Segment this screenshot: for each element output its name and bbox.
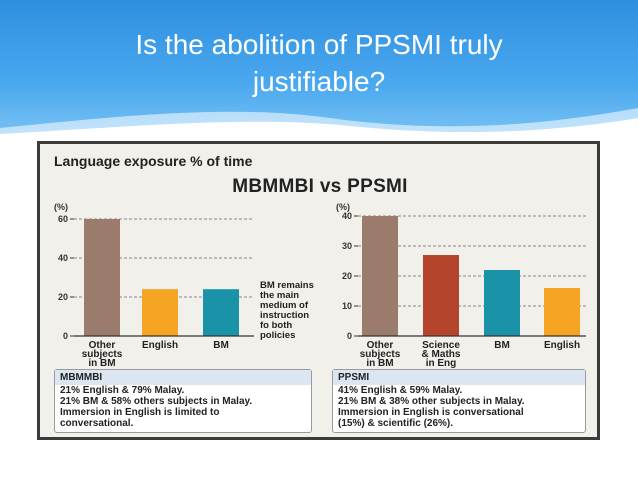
- mbmmbi-box-line: 21% BM & 58% others subjects in Malay.: [60, 396, 253, 407]
- ppsmi-summary-box: PPSMI 41% English & 59% Malay. 21% BM & …: [332, 369, 586, 433]
- y-tick-label: 40: [58, 253, 68, 263]
- bar: [544, 288, 580, 336]
- chart-figure: Language exposure % of time MBMMBI vs PP…: [37, 141, 600, 440]
- bar: [203, 289, 239, 336]
- bar: [142, 289, 178, 336]
- ppsmi-box-line: (15%) & scientific (26%).: [338, 418, 454, 429]
- category-label-line: English: [544, 340, 580, 351]
- ppsmi-box-title: PPSMI: [333, 370, 585, 385]
- category-label-line: Science: [422, 340, 460, 351]
- left-chart-note-line: medium of: [260, 300, 309, 311]
- y-tick-label: 30: [342, 241, 352, 251]
- category-label: English: [142, 340, 178, 351]
- category-label-line: Other: [367, 340, 394, 351]
- category-label-line: BM: [213, 340, 229, 351]
- slide-title-line1: Is the abolition of PPSMI truly: [135, 29, 503, 60]
- bar: [362, 216, 398, 336]
- left-chart-note-line: BM remains: [260, 280, 314, 291]
- category-label: English: [544, 340, 580, 351]
- bar: [84, 219, 120, 336]
- left-chart-note: BM remains the main medium of instruction fo…: [260, 281, 314, 341]
- y-tick-label: 0: [347, 331, 352, 341]
- mbmmbi-box-line: Immersion in English is limited to: [60, 407, 220, 418]
- ppsmi-box-line: 21% BM & 38% other subjects in Malay.: [338, 396, 525, 407]
- left-chart-note-line: instruction: [260, 310, 310, 321]
- y-tick-label: 40: [342, 211, 352, 221]
- y-tick-label: 0: [63, 331, 68, 341]
- mbmmbi-summary-box: MBMMBI 21% English & 79% Malay. 21% BM &…: [54, 369, 312, 433]
- slide-header: Is the abolition of PPSMI truly justifia…: [0, 0, 638, 140]
- slide-title: Is the abolition of PPSMI truly justifia…: [20, 26, 618, 100]
- mbmmbi-box-title: MBMMBI: [55, 370, 311, 385]
- y-tick-label: 10: [342, 301, 352, 311]
- mbmmbi-box-line: conversational.: [60, 418, 134, 429]
- y-tick-label: 20: [342, 271, 352, 281]
- category-label: BM: [213, 340, 229, 351]
- y-axis-unit-label: (%): [336, 202, 350, 212]
- left-chart-note-line: the main: [260, 290, 300, 301]
- category-label-line: subjects: [82, 349, 123, 360]
- category-label: Science & Maths in Eng: [422, 340, 461, 369]
- bar: [484, 270, 520, 336]
- y-tick-label: 60: [58, 214, 68, 224]
- category-label: Other subjects in BM: [360, 340, 401, 369]
- slide-title-line2: justifiable?: [252, 66, 386, 97]
- category-label-line: in BM: [366, 358, 393, 369]
- category-label-line: subjects: [360, 349, 401, 360]
- category-label-line: English: [142, 340, 178, 351]
- category-label-line: Other: [89, 340, 116, 351]
- category-label: Other subjects in BM: [82, 340, 123, 369]
- left-chart-note-line: fo both: [260, 320, 293, 331]
- ppsmi-box-line: 41% English & 59% Malay.: [338, 385, 463, 396]
- y-tick-label: 20: [58, 292, 68, 302]
- category-label: BM: [494, 340, 510, 351]
- figure-heading: Language exposure % of time: [54, 153, 253, 169]
- category-label-line: in BM: [88, 358, 115, 369]
- bar: [423, 255, 459, 336]
- category-label-line: BM: [494, 340, 510, 351]
- left-chart-note-line: policies: [260, 330, 296, 341]
- ppsmi-box-line: Immersion in English is conversational: [338, 407, 524, 418]
- wave-decoration: [0, 108, 638, 140]
- y-axis-unit-label: (%): [54, 202, 68, 212]
- category-label-line: in Eng: [426, 358, 457, 369]
- mbmmbi-box-line: 21% English & 79% Malay.: [60, 385, 185, 396]
- category-label-line: & Maths: [422, 349, 461, 360]
- figure-subheading: MBMMBI vs PPSMI: [232, 176, 408, 197]
